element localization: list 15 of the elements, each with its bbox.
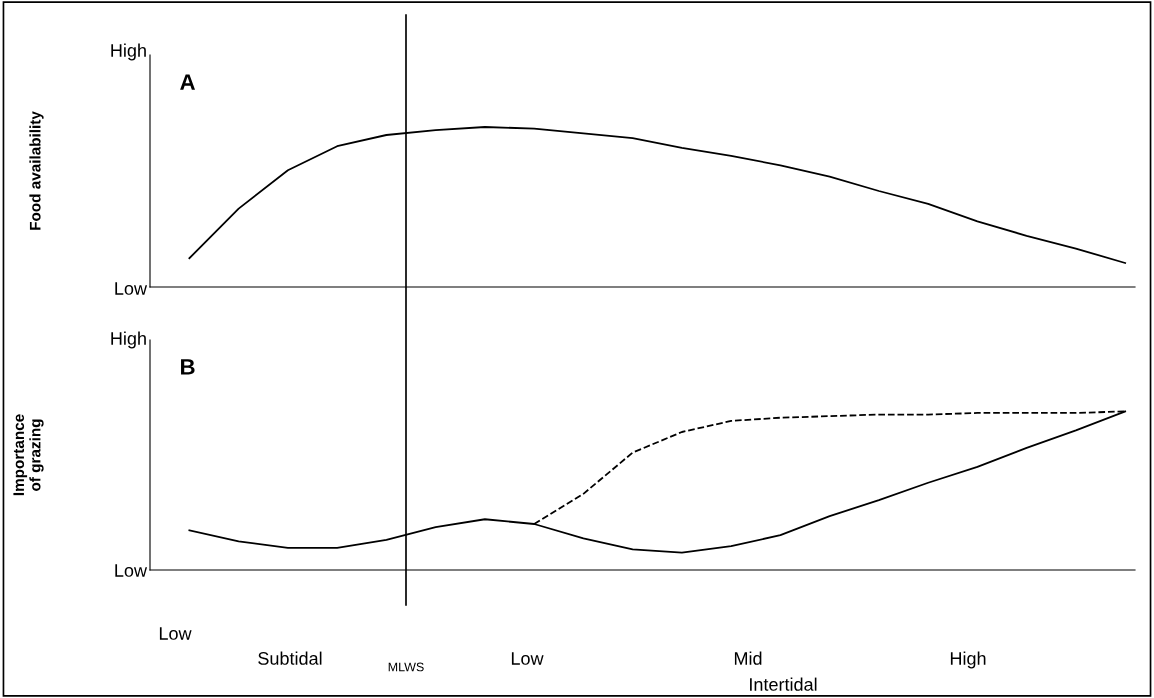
text: High (950, 651, 986, 669)
text: High (111, 331, 146, 349)
text: Low (511, 652, 544, 665)
x-axis-title: Intertidal (750, 677, 817, 691)
text: High (111, 43, 146, 61)
text: Low (115, 282, 148, 295)
y-axis-title: Importance of grazing (13, 414, 44, 496)
text: Low (159, 627, 192, 640)
text: Mid (734, 651, 762, 665)
chart-title: B (181, 359, 195, 375)
text: Subtidal (258, 651, 322, 665)
text: Low (115, 564, 148, 577)
chart-title: A (180, 74, 196, 90)
text: MLWS (388, 662, 424, 672)
y-axis-title: Food availability (29, 111, 44, 230)
